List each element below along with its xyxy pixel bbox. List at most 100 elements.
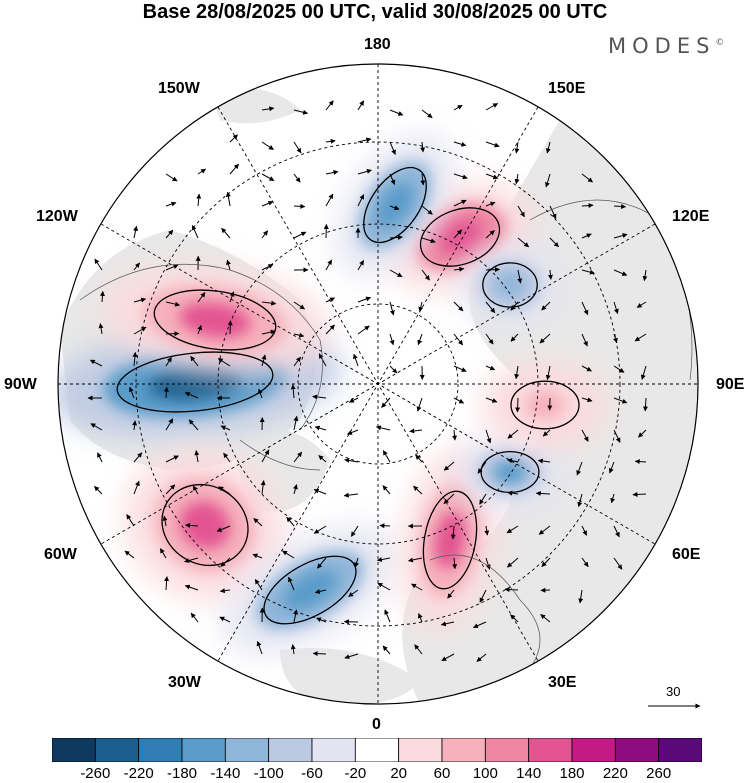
wind-vector <box>357 100 365 111</box>
colorbar-tick-label: -100 <box>253 765 284 782</box>
wind-vector <box>514 365 520 380</box>
wind-vector <box>638 429 647 438</box>
contour-line <box>363 166 427 244</box>
wind-vector <box>293 356 302 367</box>
wind-vector <box>541 557 551 567</box>
wind-vector <box>98 323 104 335</box>
wind-vector <box>581 269 595 275</box>
lon-label-60w: 60W <box>44 546 77 563</box>
wind-vector <box>389 109 404 116</box>
pink-high-15e-core <box>434 511 466 569</box>
wind-vector <box>578 589 584 604</box>
wind-vector <box>477 461 487 474</box>
wind-vector <box>515 397 521 413</box>
wind-vector <box>453 229 463 239</box>
wind-vector <box>184 584 199 591</box>
wind-vector <box>507 557 519 568</box>
wind-vector <box>581 333 588 347</box>
wind-vector <box>581 525 588 536</box>
wind-vector <box>343 492 359 498</box>
wind-vector <box>97 452 103 463</box>
wind-vector <box>221 227 231 239</box>
wind-vector <box>453 365 467 372</box>
wind-vector <box>581 429 589 442</box>
colorbar-swatch <box>354 738 400 762</box>
coastlines <box>79 199 693 681</box>
wind-vector <box>165 356 172 367</box>
colorbar-tick-label: 20 <box>390 765 407 782</box>
wind-vector <box>225 191 231 207</box>
wind-vector <box>472 621 487 628</box>
wind-vector <box>357 296 372 303</box>
wind-vector <box>539 333 551 344</box>
map-boundary <box>57 63 699 705</box>
wind-vector <box>443 461 455 471</box>
wind-vector <box>610 493 616 504</box>
wind-vector <box>185 522 199 528</box>
wind-vector <box>447 589 455 599</box>
wind-vector <box>325 138 336 144</box>
wind-vector <box>510 614 519 623</box>
wind-vector <box>257 388 263 399</box>
wind-vector <box>382 450 391 463</box>
wind-vector <box>418 301 424 312</box>
wind-vector <box>420 173 426 186</box>
contour-line <box>153 289 277 351</box>
wind-vector <box>415 454 423 463</box>
colorbar-tick-label: -180 <box>166 765 198 782</box>
contour-line <box>419 207 501 267</box>
colorbar <box>52 738 702 762</box>
colorbar-tick-label: 140 <box>516 765 542 782</box>
wind-vector <box>357 168 372 175</box>
wind-vector <box>613 301 619 315</box>
colorbar-swatch <box>571 738 616 762</box>
wind-vector <box>216 525 231 532</box>
wind-vector <box>218 486 231 495</box>
wind-vector <box>344 458 359 463</box>
wind-vector <box>159 548 167 559</box>
wind-vector <box>219 616 231 623</box>
wind-vector <box>421 269 430 281</box>
wind-vector <box>389 141 396 155</box>
colorbar-swatch <box>181 738 226 762</box>
wind-vector <box>642 397 648 412</box>
wind-vector <box>453 333 464 346</box>
wind-vector <box>453 266 465 272</box>
lon-label-120w: 120W <box>36 208 78 225</box>
wind-vector <box>376 557 391 563</box>
wind-vector <box>506 525 519 534</box>
contour-line <box>482 262 538 308</box>
brand-mark: © <box>715 38 725 48</box>
wind-vector <box>379 523 391 529</box>
meridian-120e-60w <box>100 223 656 545</box>
wind-vector <box>640 365 647 380</box>
wind-vector <box>133 452 143 463</box>
wind-vector <box>282 550 295 559</box>
colorbar-swatch <box>658 738 702 762</box>
wind-vector <box>290 384 296 399</box>
wind-vector <box>217 358 231 367</box>
wind-vector <box>517 205 525 218</box>
colorbar-swatch <box>138 738 183 762</box>
wind-vector <box>485 267 500 273</box>
wind-vector <box>325 297 336 303</box>
brand-logo: MODES© <box>608 34 724 58</box>
colorbar-tick-label: 180 <box>559 765 585 782</box>
wind-vector <box>354 557 359 568</box>
lon-label-90e: 90E <box>716 376 745 393</box>
pink-high-75e-core <box>525 391 565 419</box>
wind-vector <box>421 205 433 215</box>
wind-vector <box>450 525 456 540</box>
wind-vector <box>132 420 138 431</box>
wind-vector <box>416 397 423 412</box>
wind-vector <box>314 425 327 431</box>
wind-vector <box>261 300 277 306</box>
colorbar-tick-label: 60 <box>433 765 451 782</box>
wind-vector <box>581 173 593 183</box>
wind-vector <box>190 355 199 367</box>
wind-vector <box>382 645 391 655</box>
wind-vector <box>382 485 391 495</box>
vector-scale-label: 30 <box>666 684 681 699</box>
wind-vector <box>252 553 263 559</box>
wind-vector <box>510 333 519 342</box>
